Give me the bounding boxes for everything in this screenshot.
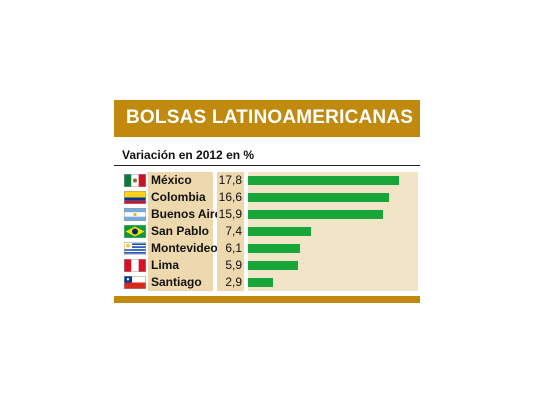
category-cell: Buenos Aires (148, 206, 228, 223)
bottom-bar (114, 296, 420, 303)
bar-track (248, 274, 418, 291)
value-cell: 6,1 (217, 240, 244, 257)
category-cell: Lima (148, 257, 213, 274)
bar (248, 176, 399, 185)
mexico-flag-icon (124, 174, 146, 187)
category-label: Lima (151, 258, 180, 272)
chart-header: BOLSAS LATINOAMERICANAS (114, 100, 420, 137)
value-cell: 5,9 (217, 257, 244, 274)
data-label: 2,9 (225, 275, 242, 289)
category-cell: San Pablo (148, 223, 213, 240)
chart-row: Santiago 2,9 (0, 274, 540, 291)
category-label: Santiago (151, 275, 202, 289)
peru-flag-icon (124, 259, 146, 272)
brazil-flag-icon (124, 225, 146, 238)
chart-row: Colombia 16,6 (0, 189, 540, 206)
category-label: Montevideo (151, 241, 218, 255)
data-label: 6,1 (225, 241, 242, 255)
data-label: 5,9 (225, 258, 242, 272)
chile-flag-icon (124, 276, 146, 289)
data-label: 17,8 (218, 173, 242, 187)
bar (248, 261, 298, 270)
colombia-flag-icon (124, 191, 146, 204)
value-cell: 7,4 (217, 223, 244, 240)
data-label: 7,4 (225, 224, 242, 238)
bar-track (248, 172, 418, 189)
category-cell: Colombia (148, 189, 213, 206)
value-cell: 15,9 (217, 206, 244, 223)
bar-track (248, 257, 418, 274)
bar (248, 193, 389, 202)
category-cell: México (148, 172, 213, 189)
chart-row: Lima 5,9 (0, 257, 540, 274)
chart-row: Buenos Aires 15,9 (0, 206, 540, 223)
category-cell: Montevideo (148, 240, 218, 257)
chart-subtitle: Variación en 2012 en % (122, 148, 255, 162)
argentina-flag-icon (124, 208, 146, 221)
chart-row: Montevideo 6,1 (0, 240, 540, 257)
chart-row: México 17,8 (0, 172, 540, 189)
chart-row: San Pablo 7,4 (0, 223, 540, 240)
subtitle-divider (114, 165, 420, 166)
bar-track (248, 189, 418, 206)
bar (248, 227, 311, 236)
category-label: Buenos Aires (151, 207, 228, 221)
uruguay-flag-icon (124, 242, 146, 255)
bar-track (248, 206, 418, 223)
category-cell: Santiago (148, 274, 213, 291)
value-cell: 16,6 (217, 189, 244, 206)
category-label: México (151, 173, 192, 187)
value-cell: 2,9 (217, 274, 244, 291)
chart-title: BOLSAS LATINOAMERICANAS (126, 107, 414, 128)
category-label: Colombia (151, 190, 206, 204)
bar (248, 244, 300, 253)
bar (248, 278, 273, 287)
data-label: 15,9 (218, 207, 242, 221)
bar (248, 210, 383, 219)
bar-track (248, 240, 418, 257)
category-label: San Pablo (151, 224, 210, 238)
data-label: 16,6 (218, 190, 242, 204)
value-cell: 17,8 (217, 172, 244, 189)
bar-track (248, 223, 418, 240)
